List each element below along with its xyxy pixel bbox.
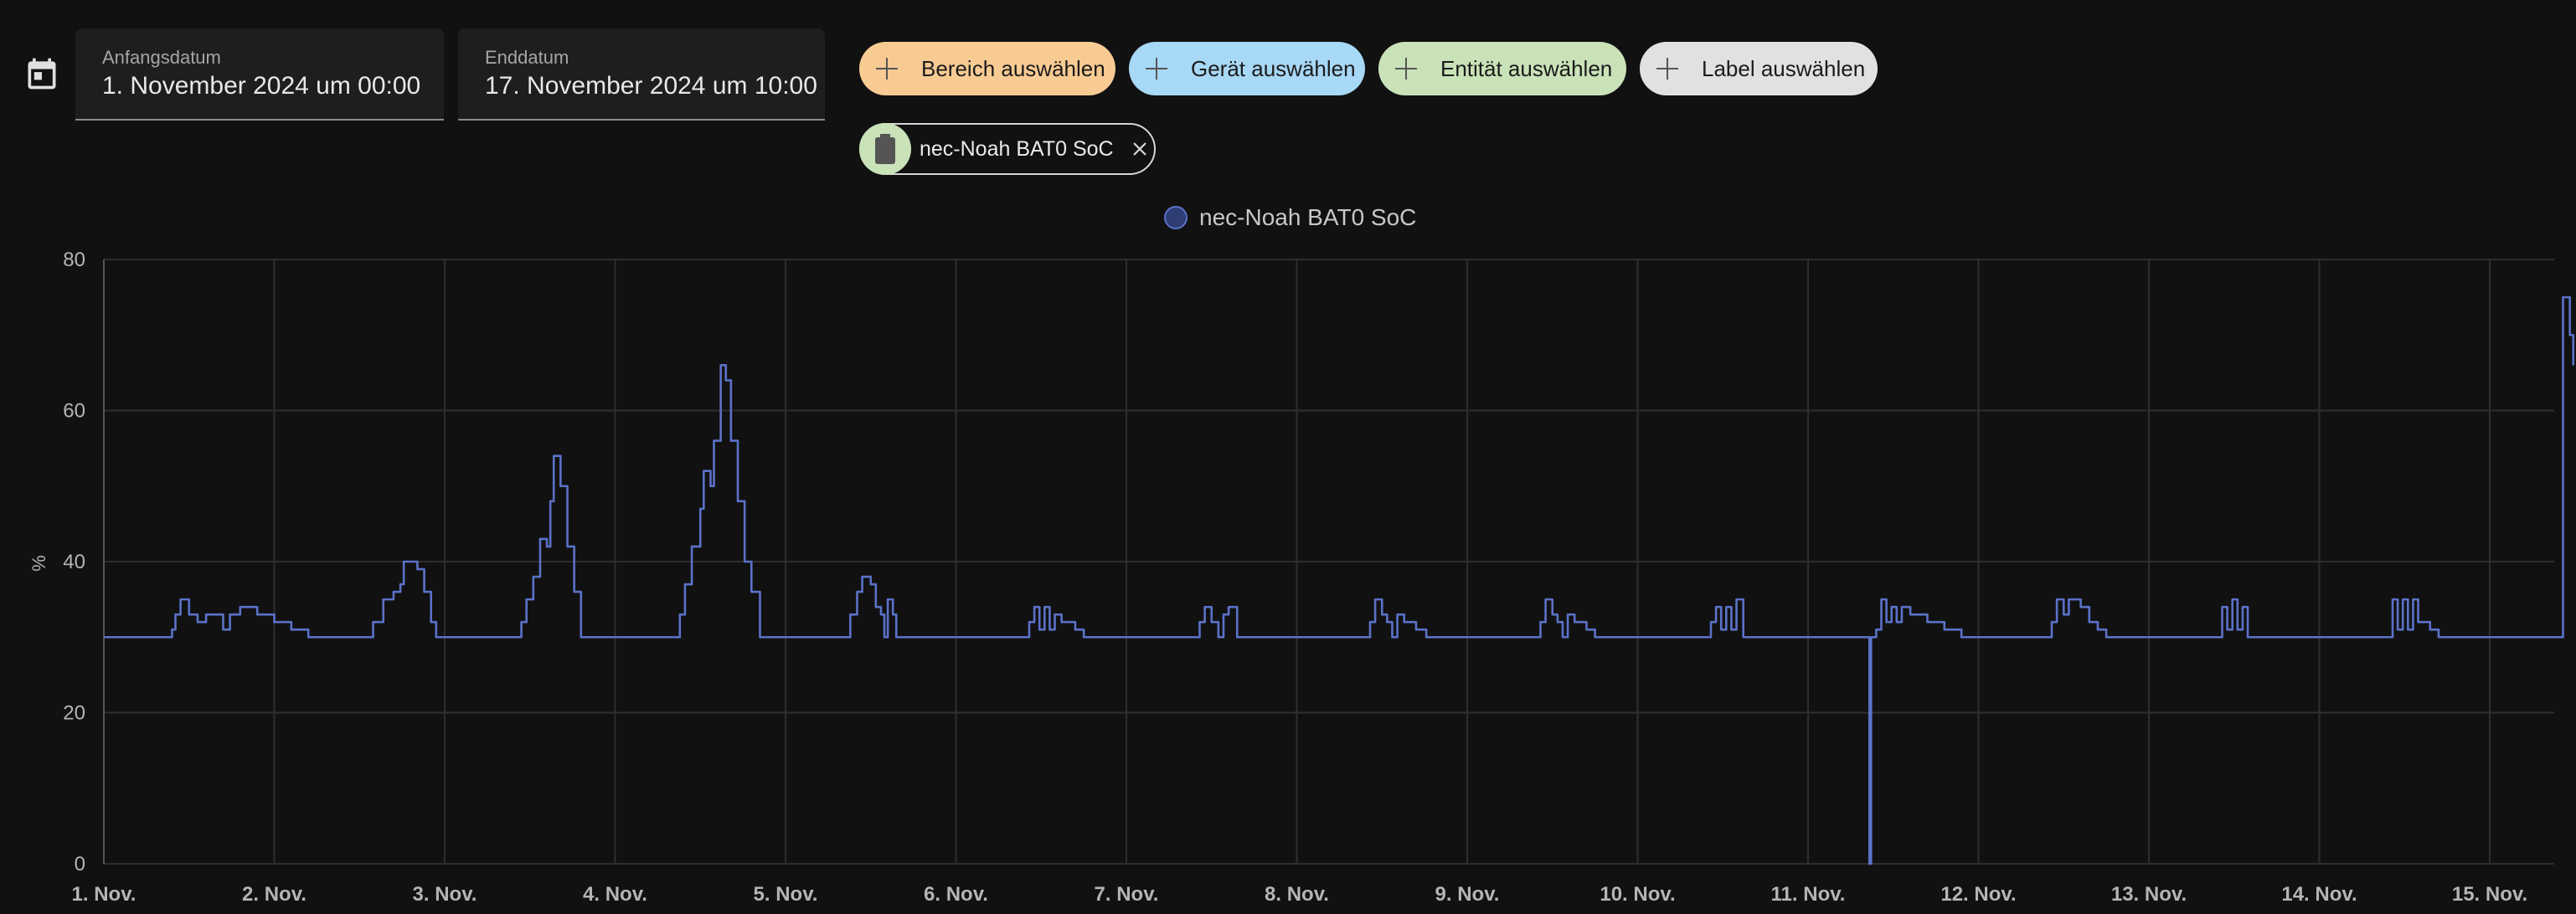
x-tick-label: 9. Nov. — [1435, 883, 1500, 906]
choose-entity-button[interactable]: Entität auswählen — [1378, 42, 1626, 95]
end-date-label: Enddatum — [485, 47, 569, 68]
x-tick-label: 10. Nov. — [1600, 883, 1675, 906]
choose-label-label: Label auswählen — [1702, 55, 1866, 81]
close-icon[interactable] — [1131, 140, 1149, 158]
choose-area-label: Bereich auswählen — [921, 55, 1105, 81]
x-tick-label: 15. Nov. — [2452, 883, 2527, 906]
legend-label: nec-Noah BAT0 SoC — [1199, 204, 1417, 230]
selected-entity-name: nec-Noah BAT0 SoC — [920, 136, 1114, 161]
x-tick-label: 13. Nov. — [2111, 883, 2187, 906]
legend-marker — [1164, 206, 1188, 229]
plus-icon — [876, 58, 898, 80]
battery-icon — [859, 123, 911, 175]
y-tick-label: 0 — [75, 853, 85, 875]
choose-entity-label: Entität auswählen — [1440, 55, 1613, 81]
x-tick-label: 5. Nov. — [754, 883, 818, 906]
end-date-value: 17. November 2024 um 10:00 — [485, 72, 817, 100]
y-tick-label: 60 — [63, 400, 85, 423]
series-line — [104, 295, 2575, 865]
x-tick-label: 8. Nov. — [1265, 883, 1329, 906]
plus-icon — [1146, 58, 1167, 80]
start-date-field[interactable]: Anfangsdatum 1. November 2024 um 00:00 — [75, 28, 444, 121]
x-tick-label: 6. Nov. — [924, 883, 988, 906]
x-tick-label: 7. Nov. — [1095, 883, 1159, 906]
choose-label-button[interactable]: Label auswählen — [1640, 42, 1878, 95]
x-tick-label: 1. Nov. — [72, 883, 137, 906]
choose-device-label: Gerät auswählen — [1191, 55, 1356, 81]
y-tick-label: 80 — [63, 249, 85, 271]
x-tick-label: 2. Nov. — [242, 883, 307, 906]
chart-legend[interactable]: nec-Noah BAT0 SoC — [1164, 204, 1416, 231]
history-chart: 0 20 40 60 80 1. Nov. 2. Nov. 3. Nov. 4. Nov. 5. … — [28, 249, 2575, 906]
y-tick-label: 20 — [63, 702, 85, 725]
plus-icon — [1656, 58, 1678, 80]
start-date-value: 1. November 2024 um 00:00 — [102, 72, 421, 100]
end-date-field[interactable]: Enddatum 17. November 2024 um 10:00 — [458, 28, 825, 121]
start-date-label: Anfangsdatum — [102, 47, 221, 68]
choose-device-button[interactable]: Gerät auswählen — [1129, 42, 1365, 95]
x-tick-label: 12. Nov. — [1940, 883, 2016, 906]
choose-area-button[interactable]: Bereich auswählen — [859, 42, 1115, 95]
x-tick-label: 3. Nov. — [413, 883, 477, 906]
plus-icon — [1395, 58, 1417, 80]
selected-entity-chip[interactable]: nec-Noah BAT0 SoC — [859, 123, 1156, 175]
calendar-icon[interactable] — [23, 55, 60, 92]
y-axis-label: % — [28, 555, 49, 572]
y-tick-label: 40 — [63, 551, 85, 573]
x-tick-label: 11. Nov. — [1771, 883, 1846, 906]
x-tick-label: 4. Nov. — [583, 883, 647, 906]
x-tick-label: 14. Nov. — [2281, 883, 2357, 906]
